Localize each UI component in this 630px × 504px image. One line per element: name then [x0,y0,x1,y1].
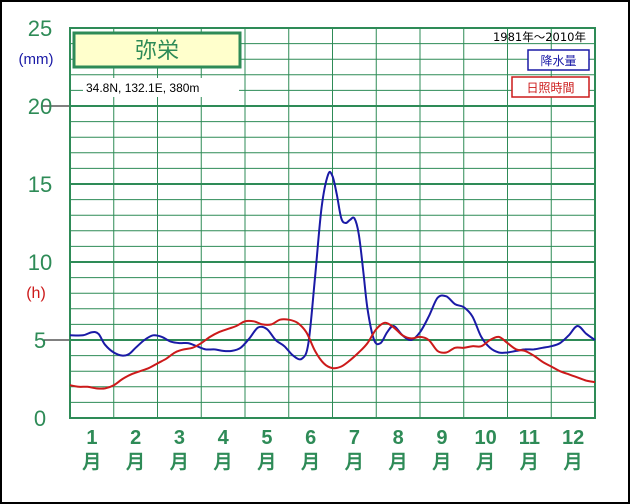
month-number-label: 8 [393,427,404,449]
series-line-sunshine [69,318,596,390]
month-number-label: 12 [562,427,584,449]
month-unit-label: 月 [388,451,408,473]
y-unit-precip: (mm) [19,51,54,68]
period-label: 1981年〜2010年 [493,30,586,44]
month-number-label: 4 [218,427,230,449]
month-unit-label: 月 [256,451,276,473]
y-tick-label: 0 [34,406,46,431]
month-unit-label: 月 [81,451,101,473]
plot-border [69,27,596,419]
month-unit-label: 月 [125,451,145,473]
month-unit-label: 月 [169,451,189,473]
month-number-label: 11 [519,427,540,449]
month-number-label: 1 [86,427,97,449]
y-tick-labels: 0 5 10 15 20 25 [28,16,52,431]
legend-sun-label: 日照時間 [526,81,574,95]
coords-bg [83,78,239,97]
month-unit-label: 月 [213,451,233,473]
month-number-label: 2 [130,427,141,449]
legend-precip-label: 降水量 [540,54,576,68]
month-unit-label: 月 [344,451,364,473]
month-number-label: 5 [261,427,272,449]
month-number-label: 6 [305,427,316,449]
y-tick-label: 20 [28,94,52,119]
y-tick-label: 10 [28,250,52,275]
series-layer [69,170,596,390]
legend-sun-box [511,76,590,98]
y-tick-label: 25 [28,16,52,41]
month-number-label: 9 [436,427,447,449]
legend-precip-box [527,49,590,71]
month-unit-label: 月 [563,451,583,473]
month-unit-label: 月 [475,451,495,473]
month-number-label: 10 [475,427,497,449]
month-unit-label: 月 [300,451,320,473]
y-tick-label: 5 [34,328,46,353]
y-unit-sun: (h) [26,285,46,302]
title-box [72,31,242,69]
series-line-precipitation [69,170,596,361]
month-unit-label: 月 [431,451,451,473]
y-tick-label: 15 [28,172,52,197]
station-name: 弥栄 [135,39,179,64]
month-number-label: 7 [349,427,360,449]
month-unit-label: 月 [519,451,539,473]
month-number-label: 3 [174,427,185,449]
location-coords: 34.8N, 132.1E, 380m [86,81,199,95]
